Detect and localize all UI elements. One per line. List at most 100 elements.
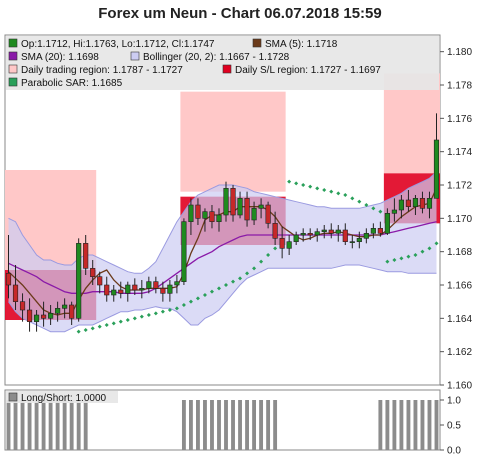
- candle-up: [125, 284, 131, 294]
- legend-trading-region: Daily trading region: 1.1787 - 1.1727: [21, 65, 183, 76]
- candle-down: [419, 198, 426, 209]
- longshort-bar: [69, 400, 74, 450]
- sar-point: [308, 184, 313, 189]
- candle-down: [153, 281, 159, 289]
- candle-up: [391, 209, 397, 214]
- legend-sma5: SMA (5): 1.1718: [265, 39, 338, 50]
- candle-up: [237, 198, 243, 216]
- candle-up: [258, 204, 264, 209]
- candle-up: [139, 288, 145, 291]
- sar-point: [357, 199, 362, 204]
- longshort-bar: [203, 400, 207, 450]
- longshort-bar: [378, 400, 383, 450]
- longshort-bar: [266, 400, 271, 450]
- candle-up: [146, 281, 152, 289]
- candle-up: [76, 243, 82, 319]
- candle-up: [293, 234, 299, 242]
- longshort-bar: [238, 400, 242, 450]
- sar-point: [90, 326, 95, 331]
- legend-sma20: SMA (20): 1.1698: [21, 52, 99, 63]
- longshort-bar: [27, 400, 32, 450]
- sar-point: [350, 196, 355, 201]
- y-tick-label: 1.176: [447, 114, 472, 125]
- candle-down: [5, 273, 12, 286]
- longshort-bar: [20, 400, 25, 450]
- legend-sar: Parabolic SAR: 1.1685: [21, 78, 123, 89]
- sar-point: [399, 256, 404, 261]
- candle-up: [321, 229, 327, 232]
- y-tick-label: 1.162: [447, 347, 472, 358]
- candle-up: [398, 199, 404, 211]
- sar-point: [245, 271, 250, 276]
- sar-point: [188, 299, 193, 304]
- candle-down: [97, 276, 103, 286]
- sar-point: [294, 181, 299, 186]
- longshort-bar: [6, 400, 11, 450]
- candle-down: [104, 284, 110, 296]
- candle-down: [195, 204, 201, 219]
- sar-point: [181, 303, 186, 307]
- sar-point: [427, 246, 432, 251]
- candle-down: [272, 223, 278, 239]
- candle-down: [12, 284, 19, 302]
- longshort-axis: 0.0 0.5 1.0: [440, 396, 461, 457]
- y-tick-label: 1.166: [447, 281, 472, 292]
- candle-down: [90, 268, 96, 277]
- sar-point: [111, 321, 116, 326]
- candle-up: [188, 204, 194, 222]
- y-tick-label: 1.160: [447, 381, 472, 392]
- candle-down: [209, 211, 215, 222]
- sar-point: [125, 318, 130, 322]
- sub-y-tick-label: 0.5: [447, 421, 461, 432]
- longshort-bar: [181, 400, 186, 450]
- sar-point: [343, 193, 348, 197]
- sar-point: [202, 293, 207, 297]
- candle-up: [33, 314, 40, 322]
- sar-point: [76, 329, 81, 334]
- candle-up: [356, 238, 362, 242]
- candle-down: [83, 243, 89, 269]
- longshort-bar: [399, 400, 404, 450]
- sar-point: [434, 241, 439, 246]
- candle-up: [48, 313, 54, 319]
- parabolic-sar-points: [76, 179, 439, 334]
- candle-down: [377, 228, 383, 234]
- legend-ohlc: Op:1.1712, Hi:1.1763, Lo:1.1712, Cl:1.17…: [21, 39, 215, 50]
- price-axis: 1.160 1.162 1.164 1.166 1.168 1.170 1.172 1.174…: [440, 47, 472, 392]
- candle-down: [26, 309, 33, 322]
- sar-point: [238, 276, 243, 281]
- sar-point: [174, 306, 179, 311]
- legend-ohlc-swatch: [8, 38, 18, 48]
- sar-point: [329, 189, 334, 194]
- longshort-bar: [188, 400, 193, 450]
- longshort-bar: [34, 400, 39, 450]
- bollinger-lower-line: [8, 264, 437, 333]
- candle-down: [328, 229, 334, 234]
- chart-title: Forex um Neun - Chart 06.07.2018 15:59: [98, 5, 381, 22]
- sar-point: [392, 258, 397, 262]
- y-tick-label: 1.170: [447, 214, 472, 225]
- candle-up: [55, 308, 61, 314]
- sar-point: [167, 308, 172, 312]
- sub-y-tick-label: 1.0: [447, 396, 461, 407]
- sar-point: [153, 311, 158, 316]
- y-tick-label: 1.168: [447, 247, 472, 258]
- longshort-bar: [413, 400, 418, 450]
- longshort-bar: [406, 400, 411, 450]
- sar-point: [322, 188, 327, 192]
- sar-point: [216, 286, 221, 291]
- longshort-bar: [196, 400, 200, 450]
- candle-down: [265, 204, 271, 224]
- longshort-bars: [6, 400, 439, 450]
- longshort-bar: [48, 400, 53, 450]
- sar-point: [224, 283, 229, 287]
- longshort-bar: [427, 400, 432, 450]
- y-tick-label: 1.172: [447, 181, 472, 192]
- sar-point: [413, 253, 418, 257]
- legend-trading-region-swatch: [8, 64, 18, 74]
- longshort-bar: [434, 400, 439, 450]
- legend-bollinger-swatch: [130, 51, 140, 61]
- sar-point: [209, 289, 214, 294]
- longshort-bar: [259, 400, 264, 450]
